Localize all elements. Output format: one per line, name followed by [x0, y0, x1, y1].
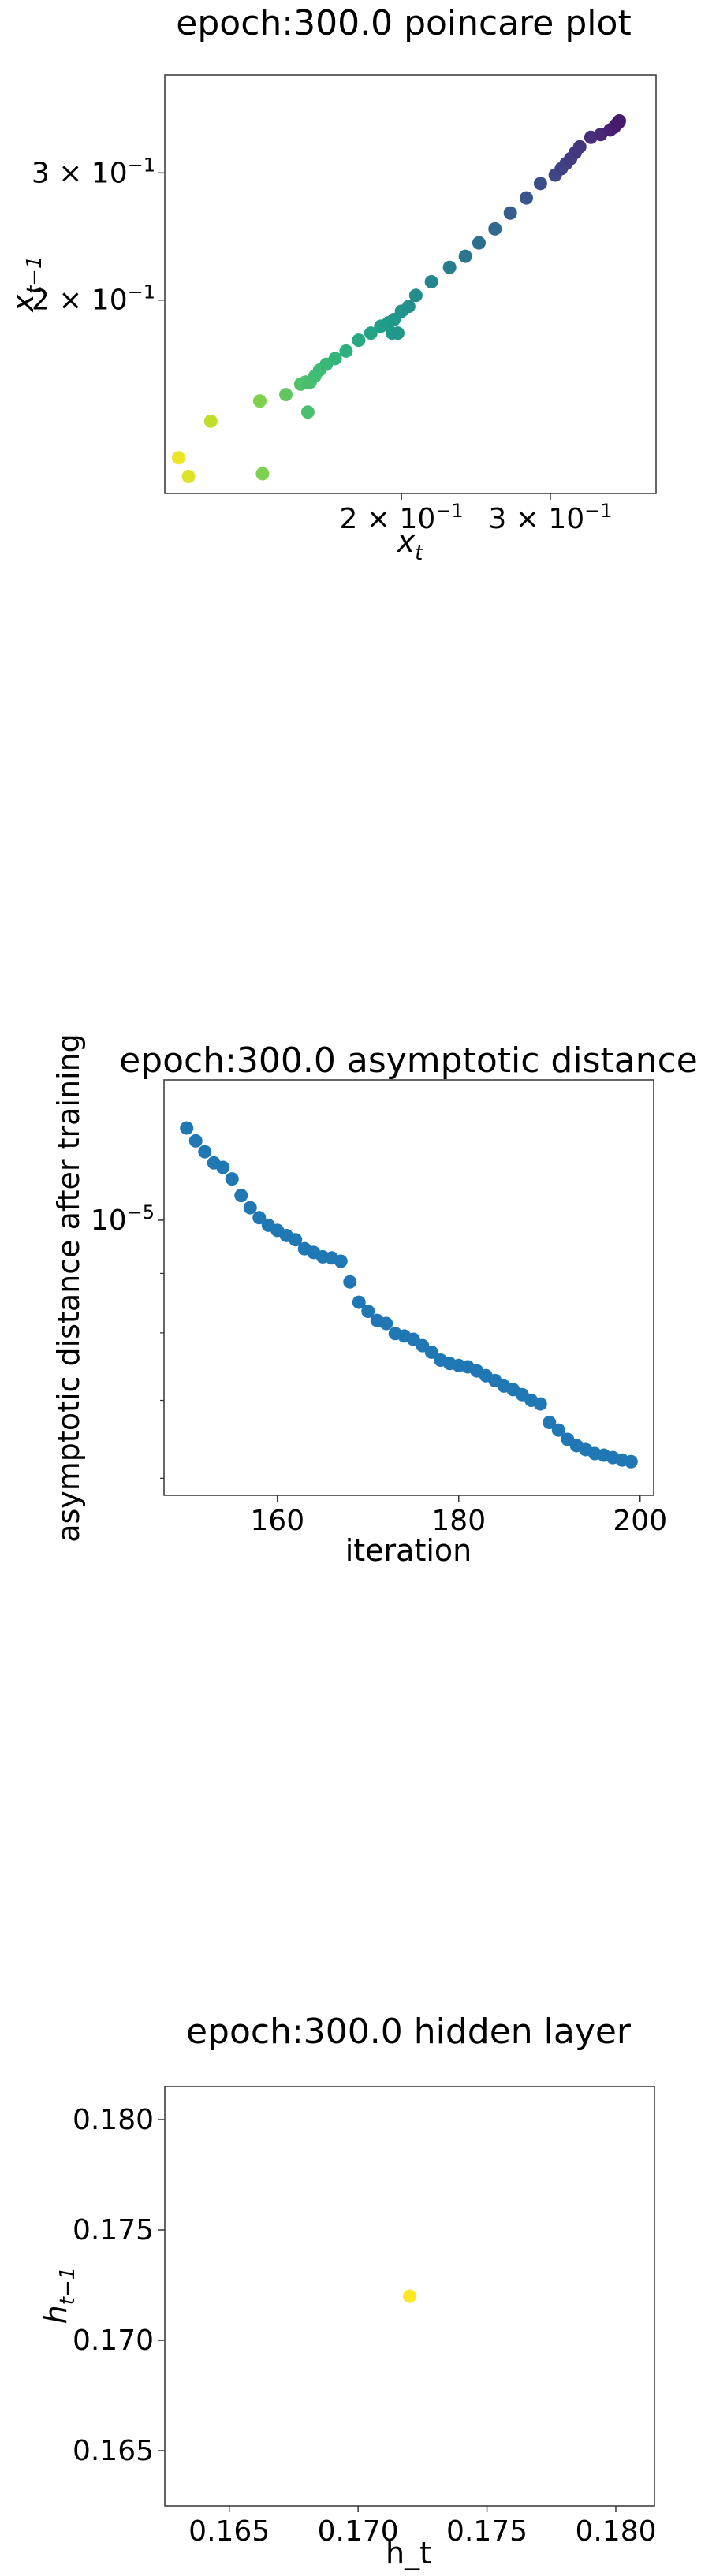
- hidden-layer-plot: epoch:300.0 hidden layer 0.165 0.170 0.175…: [39, 2012, 657, 2570]
- data-point: [533, 1397, 547, 1411]
- data-point: [198, 1145, 212, 1159]
- y-tick-label: 0.170: [73, 2325, 154, 2357]
- y-tick-label: 0.165: [73, 2435, 154, 2467]
- data-point: [243, 1201, 257, 1215]
- x-tick-label: 3 × 10−1: [488, 500, 612, 535]
- data-point: [442, 260, 457, 274]
- data-point: [203, 414, 218, 428]
- x-tick-label: 180: [431, 1505, 486, 1537]
- data-point: [401, 300, 416, 314]
- data-point: [234, 1189, 248, 1203]
- x-ticks: 2 × 10−1 3 × 10−1: [340, 493, 613, 535]
- data-point: [334, 1254, 348, 1268]
- data-point: [458, 249, 472, 263]
- data-point: [543, 1416, 557, 1430]
- data-point: [352, 1295, 366, 1309]
- data-point: [252, 394, 267, 408]
- y-tick-label: 2 × 10−1: [32, 281, 155, 317]
- data-point: [343, 1275, 357, 1289]
- data-point: [520, 191, 534, 205]
- data-point: [503, 206, 517, 220]
- y-tick-label: 10−5: [91, 1201, 155, 1237]
- plot-frame: [164, 2086, 655, 2507]
- data-point: [572, 140, 587, 154]
- y-axis-label: ht−1: [39, 2267, 80, 2325]
- data-point: [300, 405, 315, 419]
- data-point: [361, 1304, 375, 1318]
- data-point: [488, 221, 502, 236]
- y-tick-label: 0.175: [73, 2214, 154, 2247]
- x-tick-label: 160: [250, 1505, 304, 1537]
- plot-frame: [164, 74, 657, 494]
- x-axis-label: h_t: [386, 2536, 431, 2570]
- data-point: [216, 1160, 230, 1174]
- x-tick-label: 2 × 10−1: [340, 500, 464, 535]
- y-tick-label: 0.180: [73, 2104, 154, 2136]
- data-point: [328, 352, 342, 366]
- data-points: [171, 114, 627, 483]
- y-axis-label: xt−1: [6, 255, 47, 312]
- x-ticks: 160 180 200: [250, 1495, 667, 1537]
- chart-title: epoch:300.0 asymptotic distance: [119, 1040, 698, 1081]
- plot-frame: [163, 1079, 654, 1496]
- data-point: [180, 1121, 194, 1135]
- y-tick-label: 3 × 10−1: [32, 154, 155, 189]
- data-point: [424, 1345, 438, 1359]
- x-axis-label: xt: [397, 524, 424, 565]
- x-tick-label: 0.165: [188, 2515, 270, 2548]
- y-ticks: 2 × 10−1 3 × 10−1: [32, 154, 165, 317]
- x-tick-label: 0.175: [446, 2515, 528, 2548]
- y-ticks: 0.165 0.170 0.175 0.180: [73, 2104, 165, 2467]
- data-point: [624, 1454, 638, 1469]
- data-point: [181, 469, 196, 483]
- x-axis-label: iteration: [345, 1533, 472, 1568]
- data-point: [551, 1423, 565, 1437]
- data-point: [255, 467, 270, 481]
- data-point: [408, 288, 423, 303]
- x-tick-label: 200: [613, 1505, 667, 1537]
- y-ticks: 10−5: [91, 1201, 164, 1479]
- data-point: [472, 236, 486, 250]
- data-point: [289, 1233, 303, 1247]
- data-point: [613, 114, 627, 128]
- chart-title: epoch:300.0 poincare plot: [176, 3, 631, 43]
- asymptotic-distance-plot: epoch:300.0 asymptotic distance 160 180 20…: [51, 1033, 698, 1568]
- data-point: [279, 388, 293, 402]
- chart-title: epoch:300.0 hidden layer: [186, 2012, 632, 2052]
- x-tick-label: 0.170: [318, 2515, 399, 2548]
- x-ticks: 0.165 0.170 0.175 0.180: [188, 2506, 657, 2548]
- data-points: [180, 1121, 638, 1469]
- data-point: [339, 344, 353, 358]
- data-point: [403, 2289, 416, 2303]
- data-point: [188, 1134, 203, 1148]
- poincare-plot: epoch:300.0 poincare plot 2 × 10−1 3 × 10…: [6, 3, 657, 565]
- x-tick-label: 0.180: [575, 2515, 656, 2548]
- data-point: [533, 177, 547, 191]
- data-point: [424, 275, 438, 289]
- data-point: [225, 1172, 239, 1186]
- data-point: [364, 326, 378, 341]
- data-point: [352, 333, 366, 348]
- data-point: [379, 1316, 393, 1331]
- y-axis-label: asymptotic distance after training: [51, 1033, 86, 1543]
- data-point: [171, 451, 185, 465]
- data-point: [252, 1211, 267, 1225]
- data-point: [390, 326, 405, 341]
- data-points: [403, 2289, 416, 2303]
